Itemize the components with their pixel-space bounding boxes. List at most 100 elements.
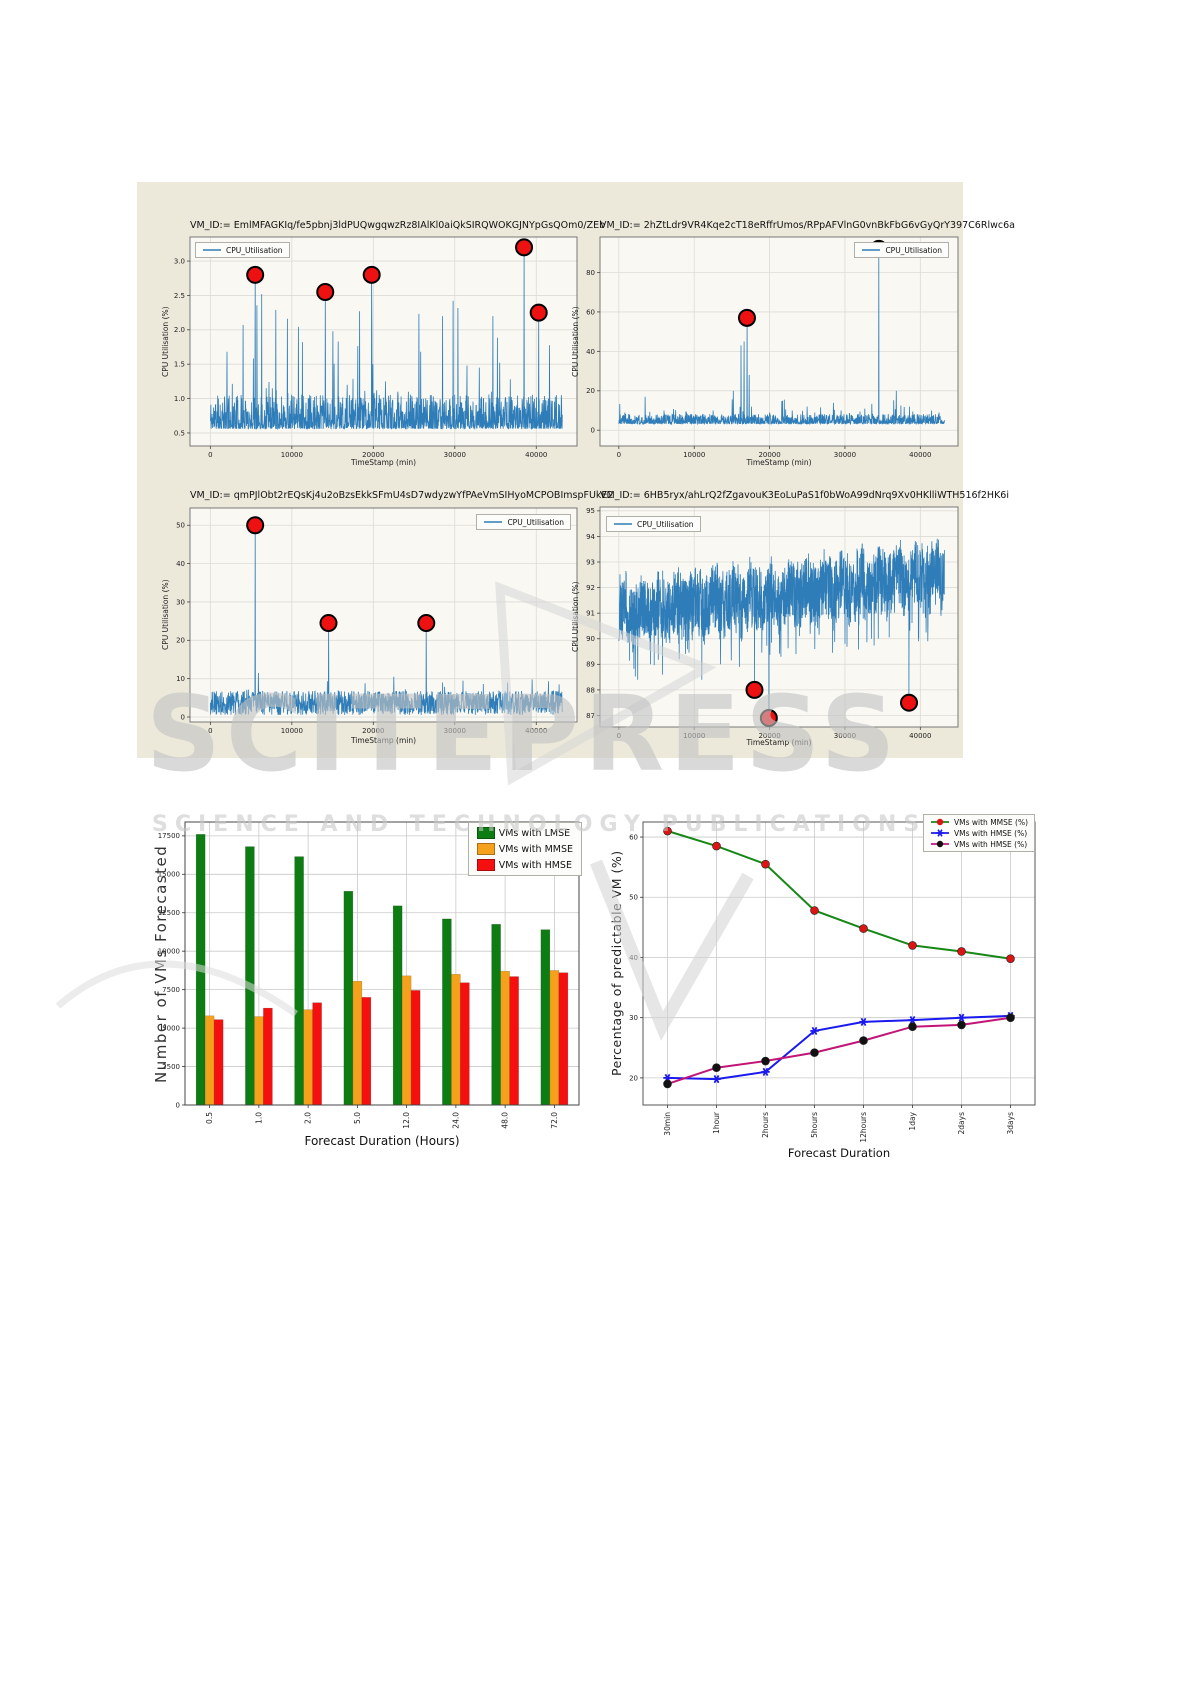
legend-swatch bbox=[476, 859, 495, 871]
chart-legend: CPU_Utilisation bbox=[854, 242, 949, 258]
data-marker bbox=[712, 841, 721, 851]
legend-swatch bbox=[931, 840, 949, 848]
legend-swatch bbox=[476, 843, 495, 855]
data-marker bbox=[859, 1036, 868, 1045]
y-tick-label: 1.0 bbox=[174, 395, 185, 403]
x-tick-label: 10000 bbox=[683, 451, 705, 459]
anomaly-marker bbox=[316, 283, 335, 301]
bar-vms-with-mmse bbox=[451, 974, 461, 1106]
y-tick-label: 40 bbox=[629, 954, 638, 962]
cpu-utilisation-chart-2: 0 20 40 60 80 0 10000 20000 30000 40000 VM_ID:= 2… bbox=[556, 216, 1015, 474]
y-tick-label: 0.5 bbox=[174, 429, 185, 437]
y-tick-label: 92 bbox=[586, 584, 595, 592]
x-tick-label: 24.0 bbox=[451, 1112, 460, 1129]
bar-vms-with-lmse bbox=[540, 929, 551, 1106]
data-marker bbox=[810, 906, 819, 915]
cpu-utilisation-series bbox=[618, 248, 945, 426]
bar-vms-with-lmse bbox=[343, 890, 354, 1106]
legend-swatch bbox=[931, 818, 949, 826]
bar-vms-with-hmse bbox=[361, 997, 372, 1106]
bar-vms-with-hmse bbox=[312, 1002, 322, 1106]
x-axis-label: Forecast Duration (Hours) bbox=[304, 1134, 460, 1148]
x-tick-label: 0 bbox=[208, 727, 212, 735]
legend-swatch bbox=[476, 827, 495, 839]
chart-legend: CPU_Utilisation bbox=[606, 516, 701, 532]
bar-vms-with-hmse bbox=[460, 982, 470, 1106]
series-vms-with-hmse- bbox=[667, 1016, 1011, 1085]
y-tick-label: 91 bbox=[586, 610, 595, 618]
data-marker bbox=[909, 1016, 916, 1025]
y-tick-label: 95 bbox=[586, 507, 595, 515]
legend-label: VMs with HMSE bbox=[498, 859, 572, 871]
bar-vms-with-lmse bbox=[294, 856, 304, 1106]
y-tick-label: 60 bbox=[629, 833, 638, 841]
y-tick-label: 20 bbox=[629, 1074, 638, 1082]
anomaly-marker bbox=[362, 265, 381, 284]
data-marker bbox=[713, 1075, 720, 1084]
x-tick-label: 1.0 bbox=[254, 1112, 263, 1124]
chart-legend: VMs with LMSE VMs with MMSE VMs with HMSE bbox=[467, 822, 582, 876]
legend-label: VMs with HMSE (%) bbox=[954, 828, 1028, 838]
bar-vms-with-mmse bbox=[500, 970, 510, 1106]
anomaly-marker bbox=[515, 238, 534, 257]
data-marker bbox=[859, 924, 868, 933]
legend-entry: VMs with MMSE bbox=[476, 843, 573, 855]
x-tick-label: 2hours bbox=[761, 1112, 770, 1138]
legend-swatch bbox=[484, 521, 503, 523]
x-tick-label: 20000 bbox=[758, 732, 780, 740]
x-tick-label: 40000 bbox=[525, 727, 547, 735]
y-tick-label: 60 bbox=[586, 308, 595, 316]
y-tick-label: 20 bbox=[586, 387, 595, 395]
legend-entry: CPU_Utilisation bbox=[202, 245, 283, 255]
bar-vms-with-lmse bbox=[442, 918, 452, 1106]
vms-forecasted-bar-chart: 0 2500 5000 7500 10000 12500 15000 17500 0.5 1.0 2… bbox=[148, 756, 584, 1168]
data-marker bbox=[663, 1079, 672, 1089]
y-tick-label: 1.5 bbox=[174, 361, 185, 369]
x-tick-label: 0 bbox=[617, 451, 621, 459]
cpu-utilisation-chart-3: 0 10 20 30 40 50 0 10000 20000 30000 40000 VM_ID:=… bbox=[146, 486, 613, 754]
data-marker bbox=[762, 1067, 769, 1076]
y-tick-label: 30 bbox=[629, 1014, 638, 1022]
bar-vms-with-mmse bbox=[254, 1016, 264, 1106]
anomaly-marker bbox=[529, 303, 548, 322]
x-tick-label: 10000 bbox=[281, 727, 303, 735]
series-vms-with-hmse- bbox=[667, 1014, 1011, 1081]
y-tick-label: 5000 bbox=[162, 1024, 180, 1032]
y-axis-label: Number of VMs Forecasted bbox=[152, 844, 170, 1083]
data-marker bbox=[908, 1022, 917, 1032]
series-vms-with-mmse- bbox=[667, 830, 1011, 960]
cpu-utilisation-series bbox=[210, 247, 563, 431]
x-tick-label: 20000 bbox=[758, 451, 780, 459]
x-tick-label: 1hour bbox=[712, 1111, 721, 1134]
chart-canvas: 0 20 40 60 80 0 10000 20000 30000 40000 bbox=[586, 236, 959, 459]
y-tick-label: 94 bbox=[586, 533, 595, 541]
data-marker bbox=[958, 1013, 965, 1022]
data-marker bbox=[761, 1056, 770, 1066]
anomaly-marker bbox=[737, 308, 756, 327]
y-tick-label: 17500 bbox=[158, 832, 180, 840]
legend-label: CPU_Utilisation bbox=[226, 245, 283, 255]
x-tick-label: 72.0 bbox=[550, 1112, 559, 1129]
data-marker bbox=[860, 1017, 867, 1026]
legend-label: VMs with MMSE bbox=[498, 843, 573, 855]
chart-legend: CPU_Utilisation bbox=[195, 242, 290, 258]
cpu-utilisation-chart-1: 0.5 1.0 1.5 2.0 2.5 3.0 0 10000 20000 30000 40000 … bbox=[146, 216, 606, 474]
y-tick-label: 10000 bbox=[158, 948, 180, 956]
y-tick-label: 2.0 bbox=[174, 326, 185, 334]
data-marker bbox=[761, 859, 770, 869]
bar-vms-with-lmse bbox=[491, 924, 501, 1106]
y-tick-label: 87 bbox=[586, 712, 595, 720]
chart-title: VM_ID:= EmlMFAGKIq/fe5pbnj3ldPUQwgqwzRz8… bbox=[190, 220, 606, 231]
plot-area bbox=[643, 822, 1035, 1105]
data-marker bbox=[712, 1063, 721, 1072]
x-tick-label: 2.0 bbox=[304, 1112, 313, 1124]
y-tick-label: 12500 bbox=[158, 909, 180, 917]
cpu-figure-panel: 0.5 1.0 1.5 2.0 2.5 3.0 0 10000 20000 30000 40000 … bbox=[137, 182, 1015, 758]
y-tick-label: 2500 bbox=[162, 1063, 180, 1071]
y-tick-label: 20 bbox=[176, 637, 185, 645]
legend-swatch bbox=[614, 523, 632, 525]
bar-vms-with-hmse bbox=[410, 990, 421, 1106]
bar-vms-with-mmse bbox=[204, 1015, 215, 1106]
